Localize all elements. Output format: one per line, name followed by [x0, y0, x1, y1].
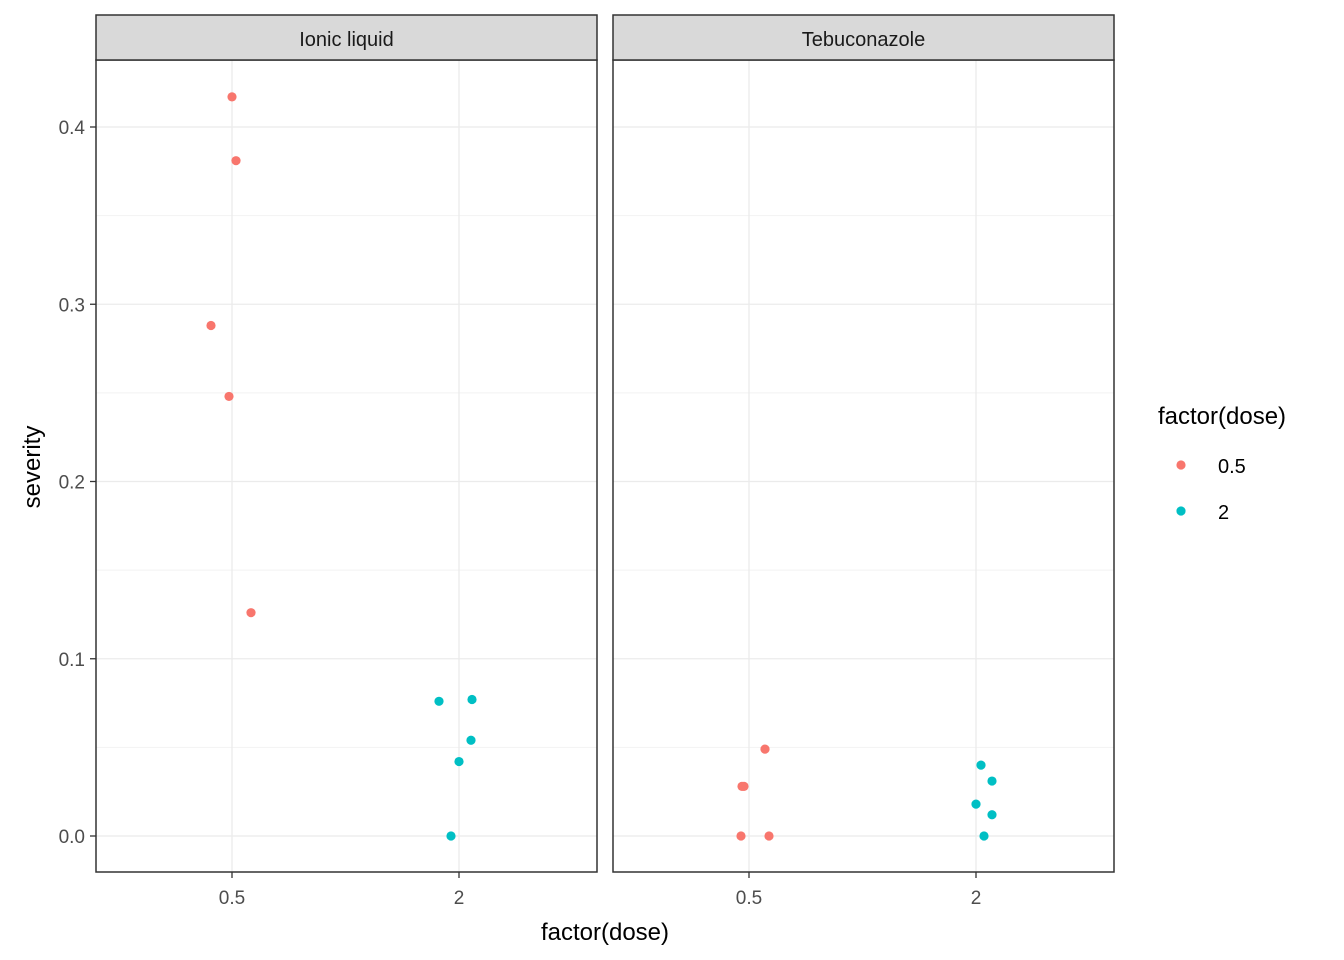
data-point [979, 831, 989, 841]
data-point [434, 696, 444, 706]
legend: factor(dose) 0.5 2 [1158, 403, 1286, 524]
data-point [446, 831, 456, 841]
y-tick-label: 0.3 [59, 295, 85, 316]
strip-background [612, 14, 1115, 61]
data-point [206, 320, 216, 331]
strip-background [95, 14, 598, 61]
data-point [467, 694, 477, 705]
strip-label: Tebuconazole [802, 29, 925, 51]
data-point [454, 756, 464, 767]
y-tick-label: 0.2 [59, 473, 85, 494]
data-point [760, 744, 770, 754]
data-point [736, 831, 746, 841]
panel-background [96, 60, 597, 872]
data-point [231, 156, 241, 166]
x-axis: 0.5 2 0.5 2 [219, 872, 982, 909]
panel-0: Ionic liquid [95, 14, 598, 873]
legend-key [1176, 460, 1186, 470]
chart-panels: Ionic liquid Tebuconazole [95, 14, 1115, 873]
x-tick-label: 2 [454, 888, 465, 909]
legend-label: 0.5 [1218, 456, 1246, 478]
legend-title: factor(dose) [1158, 403, 1286, 430]
y-tick-label: 0.0 [59, 827, 85, 848]
x-tick-label: 2 [971, 888, 982, 909]
panel-background [613, 60, 1114, 872]
data-point [976, 760, 986, 770]
data-point [227, 92, 237, 102]
data-point [739, 781, 749, 791]
panel-1: Tebuconazole [612, 14, 1115, 873]
data-point [224, 391, 234, 402]
strip-label: Ionic liquid [299, 29, 394, 51]
x-axis-title: factor(dose) [541, 919, 669, 946]
data-point [246, 608, 256, 618]
data-point [764, 831, 774, 841]
y-tick-label: 0.4 [59, 118, 86, 139]
x-tick-label: 0.5 [219, 888, 245, 909]
data-point [466, 735, 476, 745]
data-point [987, 810, 997, 820]
y-axis: 0.0 0.1 0.2 0.3 0.4 [59, 118, 96, 848]
data-point [987, 776, 997, 786]
y-axis-title: severity [19, 426, 46, 509]
y-tick-label: 0.1 [59, 650, 85, 671]
data-point [971, 799, 981, 809]
legend-label: 2 [1218, 502, 1229, 524]
legend-key [1176, 506, 1186, 516]
x-tick-label: 0.5 [736, 888, 762, 909]
